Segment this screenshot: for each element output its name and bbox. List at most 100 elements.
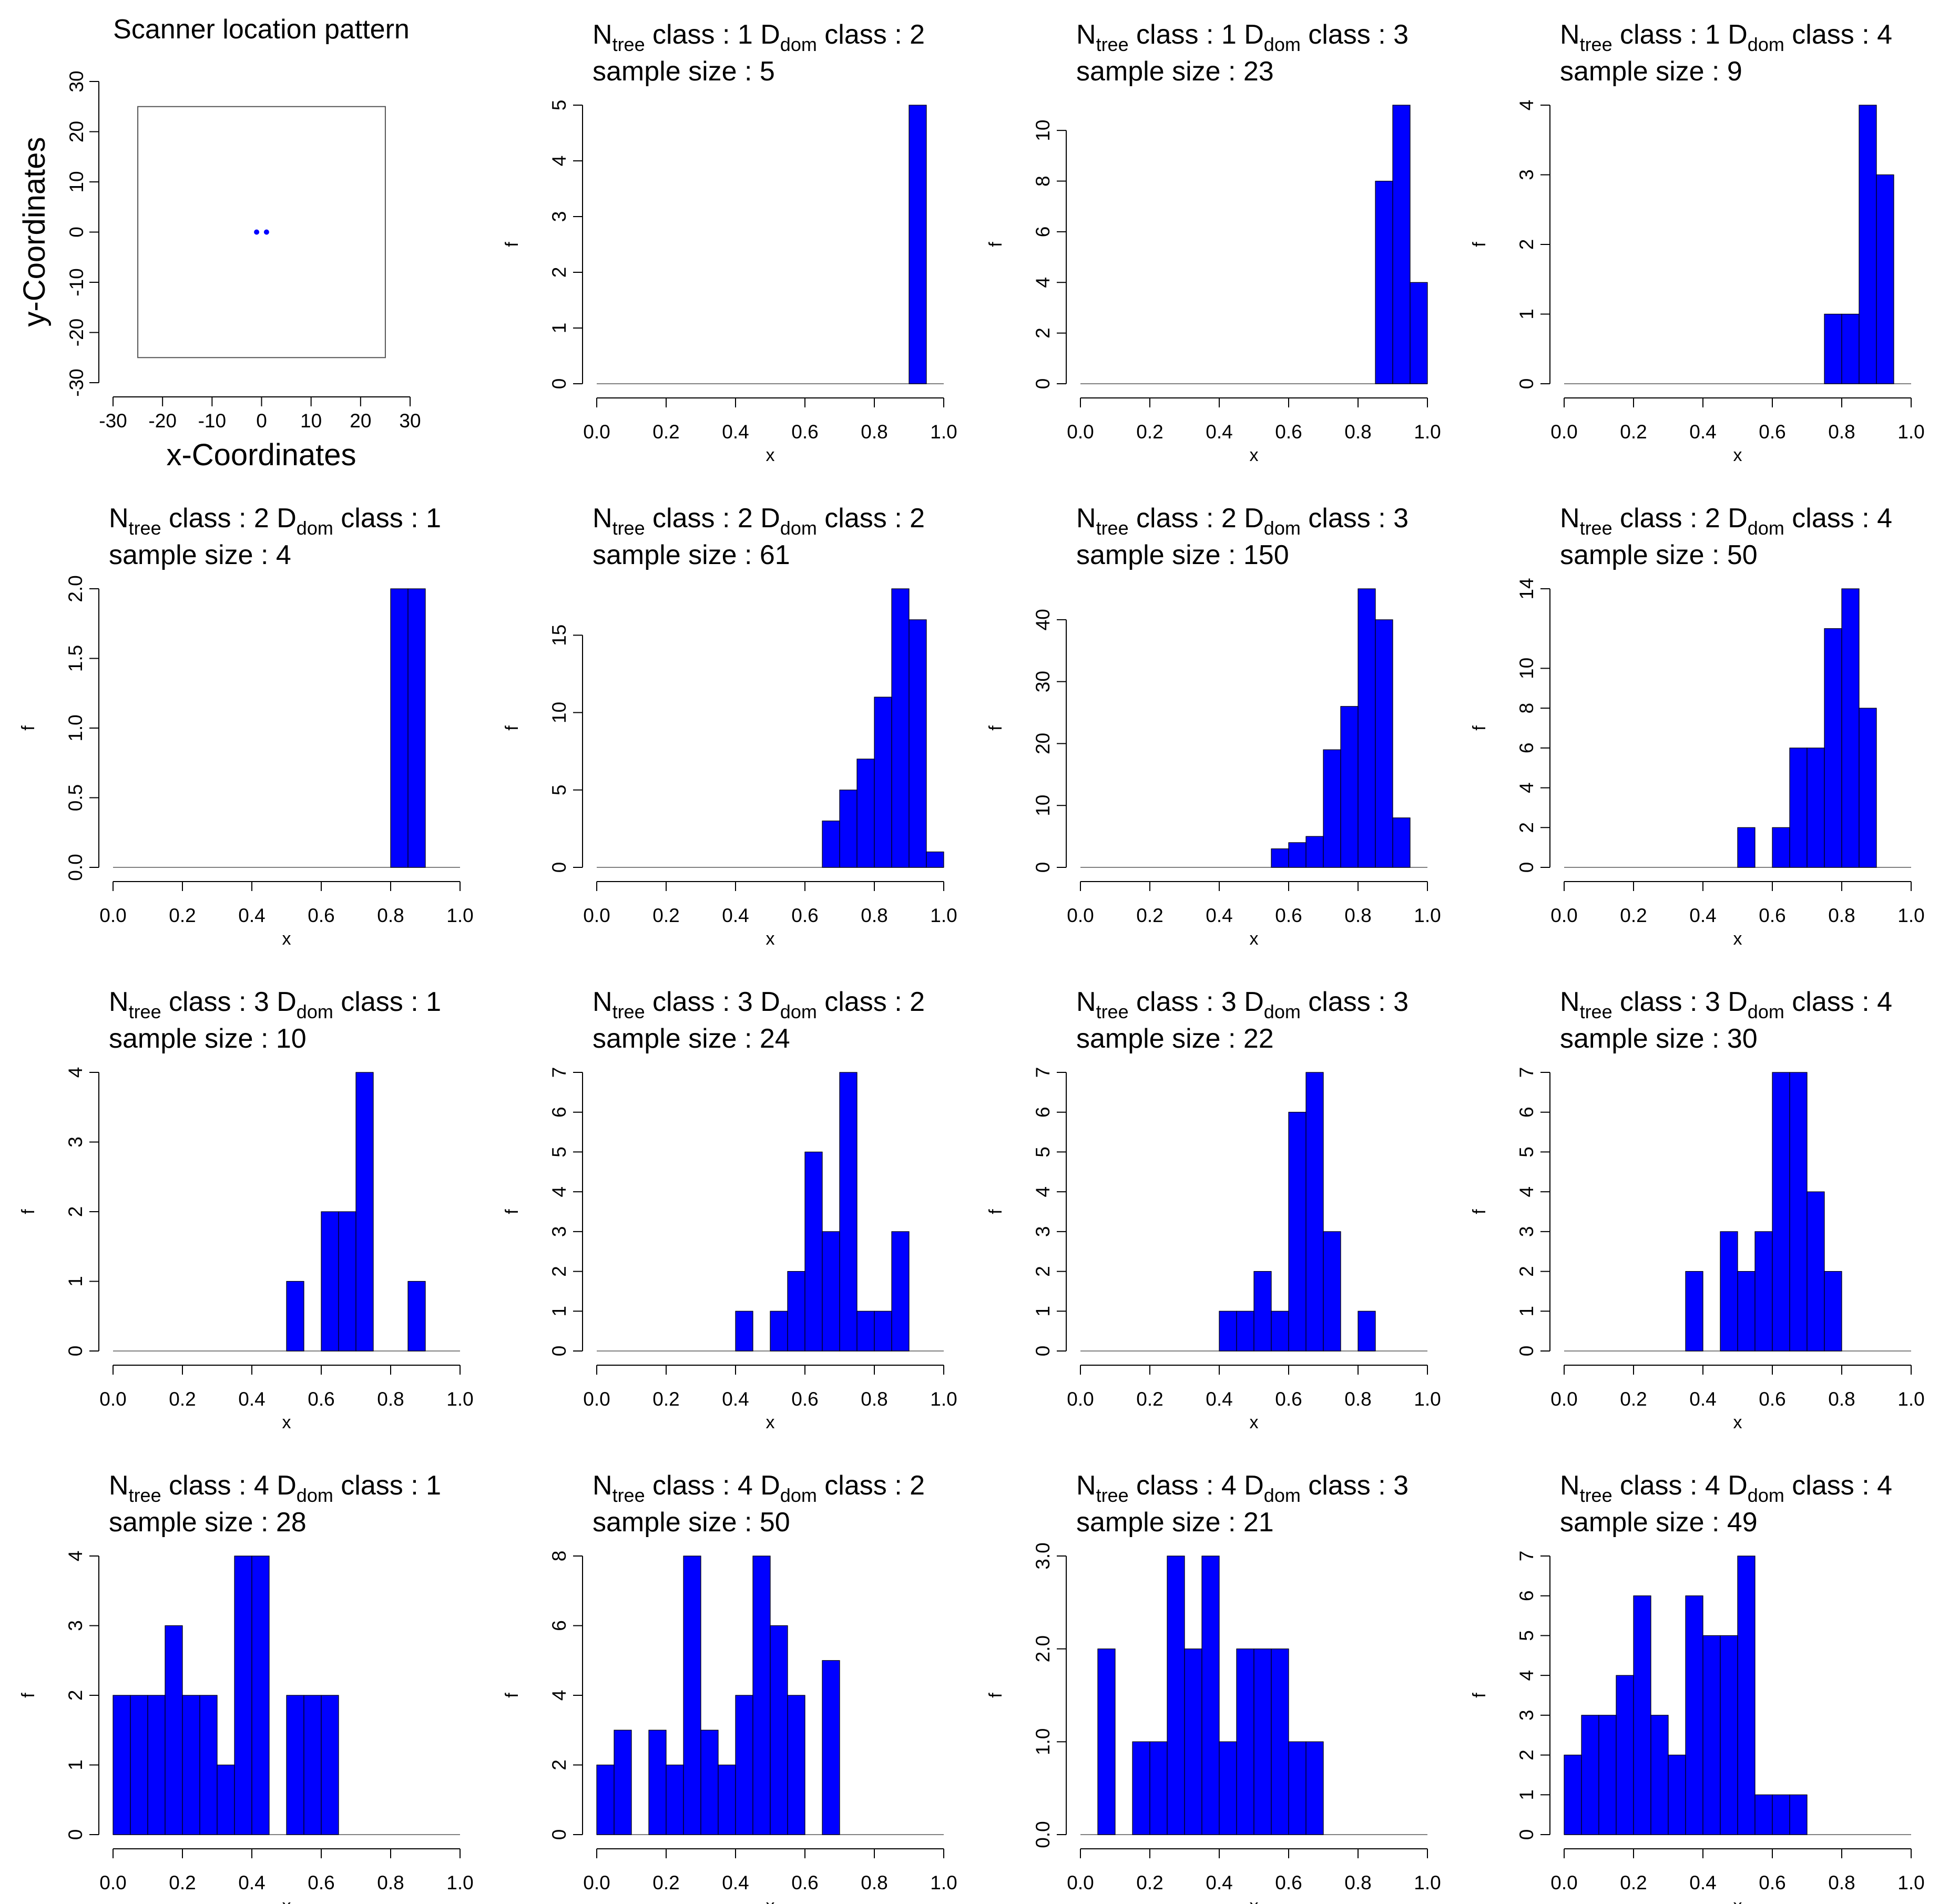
x-axis-title: x [1250, 1896, 1259, 1904]
y-tick-label: 1.0 [1032, 1728, 1054, 1755]
x-tick-label: 0.0 [1550, 905, 1577, 926]
x-tick-label: 0.8 [1828, 1388, 1855, 1410]
ntree-class-value: 4 [254, 1470, 269, 1501]
panel-sample-size: sample size : 21 [1076, 1507, 1274, 1538]
x-tick-label: 0.4 [238, 905, 265, 926]
x-tick-label: 0.8 [1828, 421, 1855, 443]
x-axis-title: x [766, 1412, 775, 1432]
panel-sample-size: sample size : 23 [1076, 56, 1274, 87]
histogram-bar [1876, 174, 1894, 384]
sample-size-value: 50 [1727, 540, 1758, 570]
ntree-class-value: 1 [1705, 19, 1720, 50]
x-tick-label: 0.2 [1620, 1872, 1647, 1893]
histogram-bar [338, 1211, 356, 1352]
histogram-bar [1149, 1741, 1168, 1835]
histogram-bar [1859, 708, 1877, 868]
x-tick-label: 0.8 [861, 1872, 887, 1893]
y-tick-label: 0 [65, 1829, 86, 1840]
y-tick-label: 1.0 [65, 714, 86, 741]
panel-sample-size: sample size : 28 [109, 1507, 307, 1538]
x-tick-label: 0.8 [1344, 421, 1371, 443]
y-tick-label: 8 [548, 1551, 570, 1562]
sample-size-value: 24 [760, 1023, 790, 1054]
y-tick-label: 6 [1516, 1590, 1537, 1601]
histogram-bar [752, 1555, 771, 1835]
x-tick-label: 0.4 [1206, 1872, 1232, 1893]
ntree-class-value: 4 [1705, 1470, 1720, 1501]
x-tick-label: 0.6 [1275, 421, 1302, 443]
histogram-bar [251, 1555, 270, 1835]
y-tick-label: 5 [1032, 1147, 1054, 1158]
sample-size-value: 23 [1243, 56, 1274, 87]
histogram-bar [1824, 628, 1842, 868]
x-tick-label: 0.6 [1275, 1388, 1302, 1410]
x-tick-label: 0.8 [377, 1388, 404, 1410]
histogram-bar [926, 851, 944, 868]
y-tick-label: 10 [1516, 658, 1537, 679]
y-tick-label: 7 [1516, 1551, 1537, 1562]
panel-title: Ntree class : 3 Ddom class : 2 [593, 987, 925, 1022]
x-tick-label: 0.2 [1620, 421, 1647, 443]
x-tick-label: 0.8 [861, 905, 887, 926]
ntree-class-value: 2 [1705, 503, 1720, 534]
y-tick-label: 0 [65, 1346, 86, 1357]
histogram-bar [1772, 827, 1790, 868]
histogram-bar [735, 1311, 753, 1352]
y-tick-label: 0 [66, 227, 87, 238]
x-tick-label: 0.2 [652, 1388, 679, 1410]
y-tick-label: 5 [1516, 1147, 1537, 1158]
x-tick-label: 0.4 [722, 1872, 749, 1893]
histogram-bar [1581, 1715, 1599, 1835]
histogram-bar [217, 1764, 235, 1835]
histogram-bar [1236, 1311, 1254, 1352]
y-tick-label: 0 [1516, 1346, 1537, 1357]
histogram-bar [909, 105, 927, 384]
x-tick-label: 0.2 [169, 1388, 196, 1410]
y-tick-label: 6 [548, 1620, 570, 1631]
panel-title: Ntree class : 3 Ddom class : 4 [1560, 987, 1892, 1022]
x-axis-title: x [1733, 929, 1742, 949]
y-tick-label: 1 [1032, 1306, 1054, 1317]
histogram-bar [735, 1695, 753, 1835]
y-axis-title: f [986, 242, 1006, 247]
panel-title: Ntree class : 4 Ddom class : 3 [1076, 1470, 1409, 1506]
histogram-bar [407, 588, 426, 868]
x-tick-label: 0.6 [308, 905, 334, 926]
x-tick-label: 1.0 [930, 1388, 957, 1410]
histogram-bar [1323, 1231, 1341, 1352]
y-tick-label: 6 [548, 1107, 570, 1118]
panel-1: Scanner location pattern -30 -20 -10 0 10 20 30… [17, 14, 421, 472]
y-tick-label: 5 [548, 100, 570, 111]
y-axis-title: f [1469, 242, 1489, 247]
y-axis-title: f [986, 1693, 1006, 1698]
histogram-bar [839, 1072, 858, 1352]
histogram-bar [683, 1555, 701, 1835]
y-tick-label: 3 [1032, 1226, 1054, 1237]
histogram-bar [787, 1271, 805, 1352]
y-tick-label: 2 [65, 1690, 86, 1701]
y-tick-label: 4 [548, 1186, 570, 1197]
y-tick-label: 5 [548, 1147, 570, 1158]
sample-size-value: 61 [760, 540, 790, 570]
histogram-bar [1720, 1231, 1738, 1352]
histogram-bar [1288, 842, 1307, 868]
y-tick-label: 1 [1516, 1789, 1537, 1800]
histogram-bar [234, 1555, 252, 1835]
x-tick-label: 0.2 [652, 1872, 679, 1893]
y-tick-label: 3 [1516, 1710, 1537, 1721]
panel-sample-size: sample size : 9 [1560, 56, 1742, 87]
histogram-bar [874, 697, 892, 868]
histogram-bar [1305, 1072, 1324, 1352]
x-tick-label: -10 [198, 410, 226, 432]
y-tick-label: 3 [1516, 1226, 1537, 1237]
panel-sample-size: sample size : 150 [1076, 540, 1289, 570]
x-axis-title: x-Coordinates [166, 438, 356, 472]
y-tick-label: 2 [548, 1266, 570, 1277]
ddom-class-value: 3 [1393, 503, 1409, 534]
histogram-bar [1772, 1072, 1790, 1352]
